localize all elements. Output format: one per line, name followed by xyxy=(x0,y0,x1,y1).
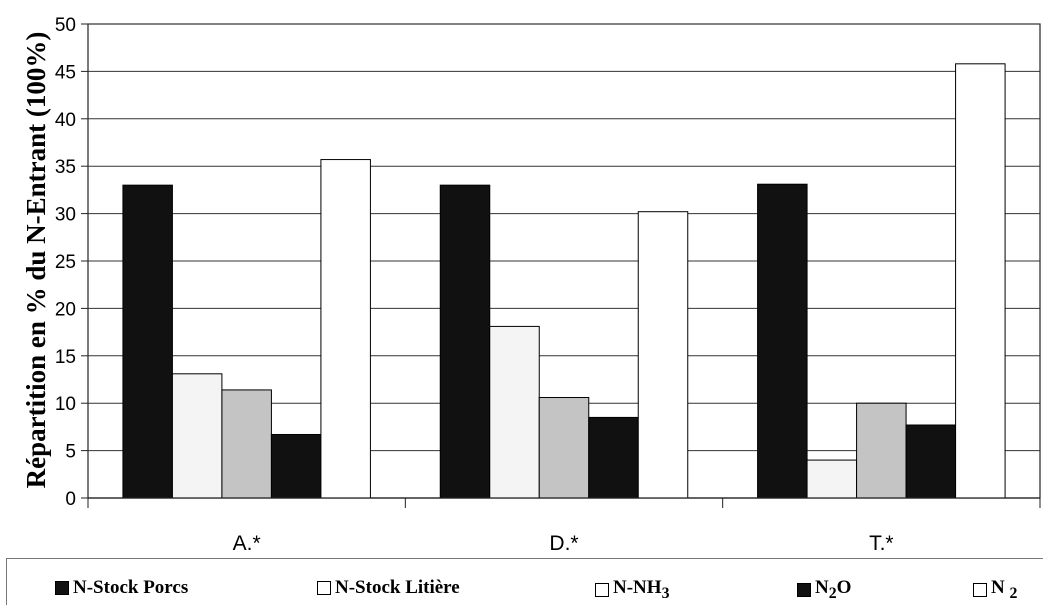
bar-n-stock-porcs-2 xyxy=(439,184,491,499)
bar-n-stock-porcs-1 xyxy=(122,184,173,499)
x-axis: A.* D.* T.* xyxy=(87,497,1041,555)
bars xyxy=(122,63,1006,499)
y-tick-label: 35 xyxy=(55,157,76,178)
legend-sub-n2: 2 xyxy=(1009,584,1018,602)
y-axis-ticks: 0 5 10 15 20 25 30 35 40 45 50 xyxy=(55,15,88,510)
legend-tail-n2o: O xyxy=(836,577,852,598)
bar-n-stock-liti-re-1 xyxy=(171,373,223,499)
y-axis-title: Répartition en % du N-Entrant (100%) xyxy=(21,32,51,489)
y-tick-label: 50 xyxy=(55,15,76,36)
legend-item-n-stock-porcs: N-Stock Porcs xyxy=(55,577,188,599)
legend-swatch-n-stock-litiere xyxy=(317,581,331,595)
legend-item-n-nh3: N-NH3 xyxy=(595,577,669,603)
x-category-label: A.* xyxy=(233,532,261,555)
bar-n-stock-liti-re-3 xyxy=(806,459,858,499)
y-tick-label: 45 xyxy=(55,62,76,83)
bar-n2o-3 xyxy=(905,424,957,499)
legend-item-n-stock-litiere: N-Stock Litière xyxy=(317,577,460,599)
legend-label-n2: N xyxy=(991,577,1010,598)
bar-n-2-2 xyxy=(637,211,689,499)
bar-chart: 0 5 10 15 20 25 30 35 40 45 50 A.* D.* T.* Répartiti… xyxy=(21,15,1041,555)
bar-n-2-3 xyxy=(955,63,1006,499)
y-tick-label: 5 xyxy=(65,442,76,463)
y-tick-label: 20 xyxy=(55,299,76,320)
bar-n-stock-porcs-3 xyxy=(757,183,808,499)
legend-sub-n2o: 2 xyxy=(828,584,837,602)
legend-swatch-n-stock-porcs xyxy=(55,581,69,595)
y-tick-label: 0 xyxy=(65,489,76,510)
bar-n-nh3-2 xyxy=(538,397,590,499)
y-tick-label: 25 xyxy=(55,252,76,273)
x-category-label: D.* xyxy=(549,532,578,555)
y-tick-label: 40 xyxy=(55,110,76,131)
bar-n-nh3-3 xyxy=(856,402,907,499)
legend-swatch-n-nh3 xyxy=(595,582,609,597)
legend-label-n-stock-porcs: N-Stock Porcs xyxy=(73,577,189,598)
bar-n-2-1 xyxy=(320,159,371,499)
bar-n2o-1 xyxy=(270,433,322,499)
legend-item-n2o: N2O xyxy=(797,577,851,603)
bar-n-stock-liti-re-2 xyxy=(489,325,540,499)
legend-label-n2o: N xyxy=(815,577,829,598)
legend-label-n-nh3: N-NH xyxy=(613,577,662,598)
bar-n2o-2 xyxy=(588,416,639,499)
legend-item-n2: N 2 xyxy=(973,577,1017,603)
legend-sub-n-nh3: 3 xyxy=(661,584,670,602)
y-tick-label: 10 xyxy=(55,394,76,415)
bar-n-nh3-1 xyxy=(221,389,272,499)
y-tick-label: 15 xyxy=(55,347,76,368)
legend-swatch-n2o xyxy=(797,582,811,597)
legend: N-Stock Porcs N-Stock Litière N-NH3 N2O … xyxy=(6,558,1043,605)
x-category-label: T.* xyxy=(869,532,894,555)
legend-swatch-n2 xyxy=(973,582,987,597)
y-tick-label: 30 xyxy=(55,205,76,226)
legend-label-n-stock-litiere: N-Stock Litière xyxy=(335,577,460,598)
